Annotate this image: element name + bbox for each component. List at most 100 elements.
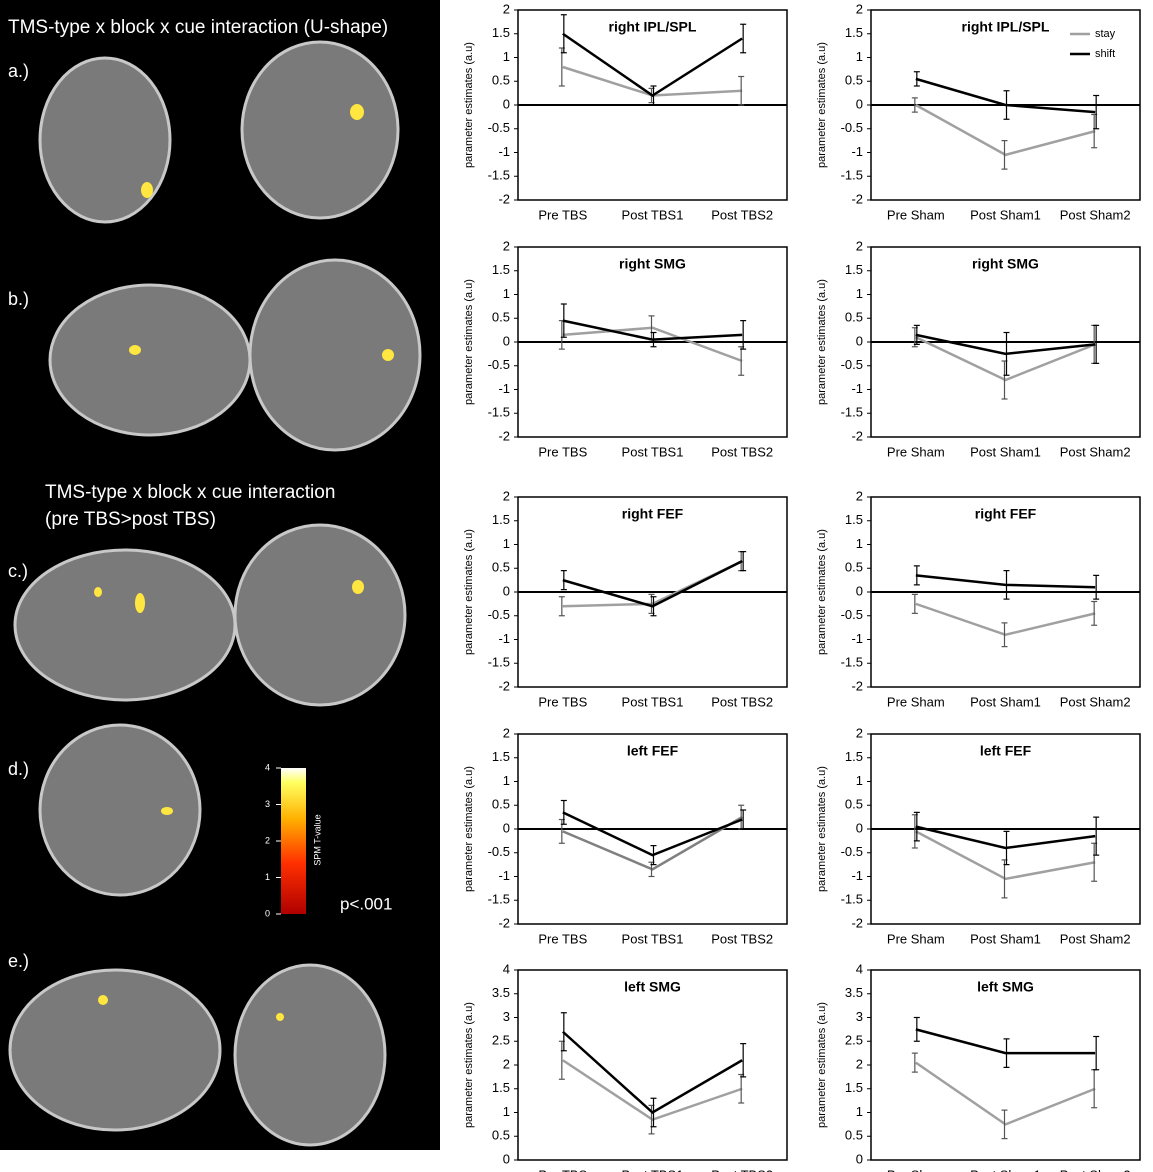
y-axis-label: parameter estimates (a.u)	[463, 529, 475, 655]
y-tick-label: 3.5	[492, 985, 510, 1000]
x-tick-label: Post Sham2	[1060, 444, 1131, 459]
y-tick-label: -1.5	[841, 405, 863, 420]
x-tick-label: Post TBS1	[622, 444, 684, 459]
y-tick-label: 2	[503, 1, 510, 16]
legend-label: stay	[1095, 28, 1116, 40]
y-tick-label: -1	[851, 381, 863, 396]
y-tick-label: -1	[498, 381, 510, 396]
y-tick-label: -1	[498, 868, 510, 883]
y-tick-label: 1	[856, 49, 863, 64]
y-axis-label: parameter estimates (a.u)	[816, 529, 828, 655]
y-axis-label: parameter estimates (a.u)	[463, 42, 475, 168]
x-tick-label: Post TBS1	[622, 1167, 684, 1172]
y-tick-label: 2	[503, 488, 510, 503]
y-tick-label: -2	[851, 191, 863, 206]
x-tick-label: Post Sham1	[970, 1167, 1041, 1172]
series-line	[916, 79, 1095, 112]
y-tick-label: -2	[498, 915, 510, 930]
chart-title: right SMG	[619, 256, 686, 272]
y-tick-label: 0.5	[845, 560, 863, 575]
y-tick-label: 0.5	[492, 73, 510, 88]
y-tick-label: 0.5	[492, 797, 510, 812]
panel-label: c.)	[8, 561, 28, 581]
panel-label: b.)	[8, 289, 29, 309]
x-tick-label: Post Sham2	[1060, 931, 1131, 946]
series-line	[916, 1063, 1095, 1125]
chart-title: right FEF	[975, 506, 1037, 522]
y-tick-label: -1	[851, 144, 863, 159]
y-tick-label: 2	[503, 1056, 510, 1071]
series-line	[916, 105, 1095, 155]
chart-title: left SMG	[624, 979, 681, 995]
x-tick-label: Post TBS2	[711, 444, 773, 459]
y-tick-label: 0	[856, 96, 863, 111]
y-tick-label: 2.5	[492, 1033, 510, 1048]
y-tick-label: 4	[856, 961, 863, 976]
colorbar-tick-label: 0	[265, 908, 270, 918]
x-tick-label: Post TBS2	[711, 207, 773, 222]
chart-title: right IPL/SPL	[962, 19, 1050, 35]
heading: TMS-type x block x cue interaction	[45, 482, 335, 503]
y-tick-label: -1.5	[841, 655, 863, 670]
y-tick-label: -0.5	[488, 120, 510, 135]
plot-frame	[871, 970, 1140, 1160]
y-axis-label: parameter estimates (a.u)	[816, 766, 828, 892]
y-axis-label: parameter estimates (a.u)	[816, 42, 828, 168]
y-tick-label: 0.5	[492, 1128, 510, 1143]
series-line	[916, 1029, 1095, 1053]
colorbar-tick-label: 2	[265, 835, 270, 845]
y-tick-label: -0.5	[488, 844, 510, 859]
series-line	[563, 561, 742, 606]
panel-label: d.)	[8, 759, 29, 779]
y-tick-label: 1.5	[845, 512, 863, 527]
x-tick-label: Pre Sham	[887, 207, 945, 222]
series-line	[916, 337, 1095, 380]
y-tick-label: 2	[856, 1056, 863, 1071]
plot-frame	[518, 970, 787, 1160]
y-tick-label: -0.5	[488, 607, 510, 622]
y-tick-label: -2	[498, 191, 510, 206]
y-tick-label: 4	[503, 961, 510, 976]
x-tick-label: Pre Sham	[887, 931, 945, 946]
series-line	[916, 575, 1095, 587]
y-tick-label: 0	[503, 96, 510, 111]
series-line	[563, 1032, 742, 1113]
y-tick-label: 0	[503, 820, 510, 835]
threshold: p<.001	[340, 894, 392, 913]
y-tick-label: 1	[503, 773, 510, 788]
chart-title: left FEF	[627, 743, 679, 759]
y-tick-label: -1	[851, 631, 863, 646]
y-axis-label: parameter estimates (a.u)	[463, 279, 475, 405]
legend-label: shift	[1095, 48, 1115, 60]
y-tick-label: -1.5	[841, 168, 863, 183]
y-tick-label: -2	[498, 428, 510, 443]
y-tick-label: -2	[851, 428, 863, 443]
y-tick-label: -2	[498, 678, 510, 693]
series-line	[563, 561, 742, 606]
x-tick-label: Post TBS1	[622, 694, 684, 709]
y-tick-label: -1.5	[488, 405, 510, 420]
y-tick-label: 1.5	[492, 262, 510, 277]
y-tick-label: 1	[856, 773, 863, 788]
x-tick-label: Post Sham1	[970, 444, 1041, 459]
y-tick-label: 2	[856, 1, 863, 16]
x-tick-label: Post Sham1	[970, 694, 1041, 709]
y-tick-label: 0	[856, 820, 863, 835]
y-tick-label: 0	[856, 583, 863, 598]
y-tick-label: 1	[856, 1104, 863, 1119]
y-tick-label: -0.5	[841, 607, 863, 622]
colorbar	[281, 768, 306, 914]
x-tick-label: Pre Sham	[887, 1167, 945, 1172]
y-tick-label: 0	[503, 583, 510, 598]
y-tick-label: 0	[503, 333, 510, 348]
y-tick-label: 3	[503, 1009, 510, 1024]
y-tick-label: 1.5	[492, 1080, 510, 1095]
y-tick-label: -1	[851, 868, 863, 883]
x-tick-label: Pre Sham	[887, 694, 945, 709]
chart-title: left FEF	[980, 743, 1032, 759]
colorbar-tick-label: 1	[265, 872, 270, 882]
y-axis-label: parameter estimates (a.u)	[463, 766, 475, 892]
y-tick-label: -1.5	[488, 892, 510, 907]
y-tick-label: -0.5	[488, 357, 510, 372]
x-tick-label: Pre TBS	[538, 1167, 587, 1172]
